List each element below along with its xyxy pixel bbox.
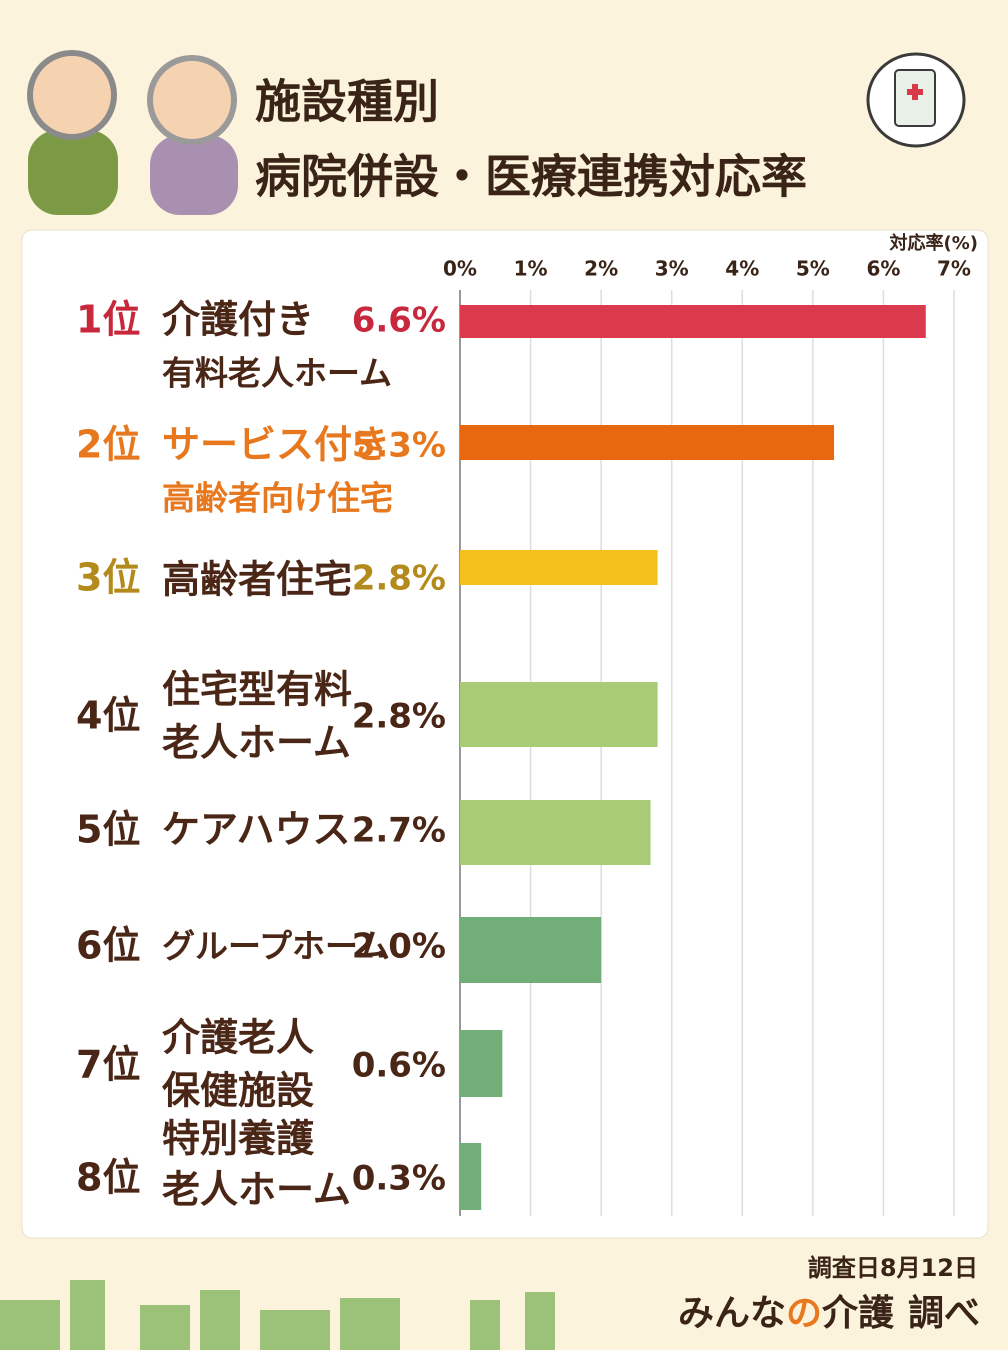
rank-label: 4位 xyxy=(76,694,140,738)
source-part: 介護 xyxy=(822,1293,895,1334)
survey-date: 調査日8月12日 xyxy=(808,1254,978,1282)
bar xyxy=(460,425,835,460)
bar xyxy=(460,550,658,585)
bar xyxy=(460,1143,482,1210)
category-label: 特別養護 xyxy=(162,1117,315,1161)
rank-label: 8位 xyxy=(76,1156,140,1200)
x-tick-label: 3% xyxy=(655,257,689,281)
illustration xyxy=(27,50,238,215)
category-label: グループホーム xyxy=(162,927,390,966)
value-label: 2.7% xyxy=(352,811,446,851)
category-label: 老人ホーム xyxy=(162,721,351,765)
category-label: 介護付き xyxy=(162,298,314,342)
rank-label: 1位 xyxy=(76,298,140,342)
value-label: 2.8% xyxy=(352,697,446,737)
source: みんなの介護 調べ xyxy=(678,1293,980,1334)
bar xyxy=(460,917,602,983)
rank-label: 2位 xyxy=(76,423,140,467)
category-label: サービス付き xyxy=(162,423,390,467)
x-tick-label: 5% xyxy=(796,257,830,281)
category-label: 保健施設 xyxy=(162,1069,314,1113)
category-label: 有料老人ホーム xyxy=(162,354,392,393)
axis-title: 対応率(%) xyxy=(889,232,979,254)
x-tick-label: 6% xyxy=(866,257,900,281)
rank-label: 6位 xyxy=(76,924,140,968)
cityscape xyxy=(0,1280,555,1350)
category-label: 住宅型有料 xyxy=(162,668,352,712)
source-part: みんな xyxy=(678,1293,786,1334)
value-label: 5.3% xyxy=(352,426,446,466)
value-label: 6.6% xyxy=(352,301,446,341)
bar xyxy=(460,1030,503,1097)
source-part: の xyxy=(786,1293,822,1334)
x-tick-label: 7% xyxy=(937,257,971,281)
bar xyxy=(460,800,651,865)
x-tick-label: 1% xyxy=(514,257,548,281)
source-part: 調べ xyxy=(908,1293,980,1334)
category-label: 老人ホーム xyxy=(162,1168,351,1212)
category-label: 高齢者向け住宅 xyxy=(162,479,393,518)
x-tick-label: 4% xyxy=(725,257,759,281)
category-label: 高齢者住宅 xyxy=(162,558,352,602)
rank-label: 3位 xyxy=(76,556,140,600)
x-tick-label: 2% xyxy=(584,257,618,281)
x-tick-label: 0% xyxy=(443,257,477,281)
chart-title: 施設種別 xyxy=(255,75,439,129)
bar xyxy=(460,682,658,747)
rank-label: 5位 xyxy=(76,808,140,852)
chart-title: 病院併設・医療連携対応率 xyxy=(255,150,807,204)
value-label: 2.8% xyxy=(352,559,446,599)
value-label: 0.6% xyxy=(352,1046,446,1086)
value-label: 0.3% xyxy=(352,1159,446,1199)
clipboard-icon xyxy=(866,52,966,148)
value-label: 2.0% xyxy=(352,927,446,967)
rank-label: 7位 xyxy=(76,1043,140,1087)
category-label: 介護老人 xyxy=(162,1016,314,1060)
category-label: ケアハウス xyxy=(162,808,350,852)
bar xyxy=(460,305,926,338)
